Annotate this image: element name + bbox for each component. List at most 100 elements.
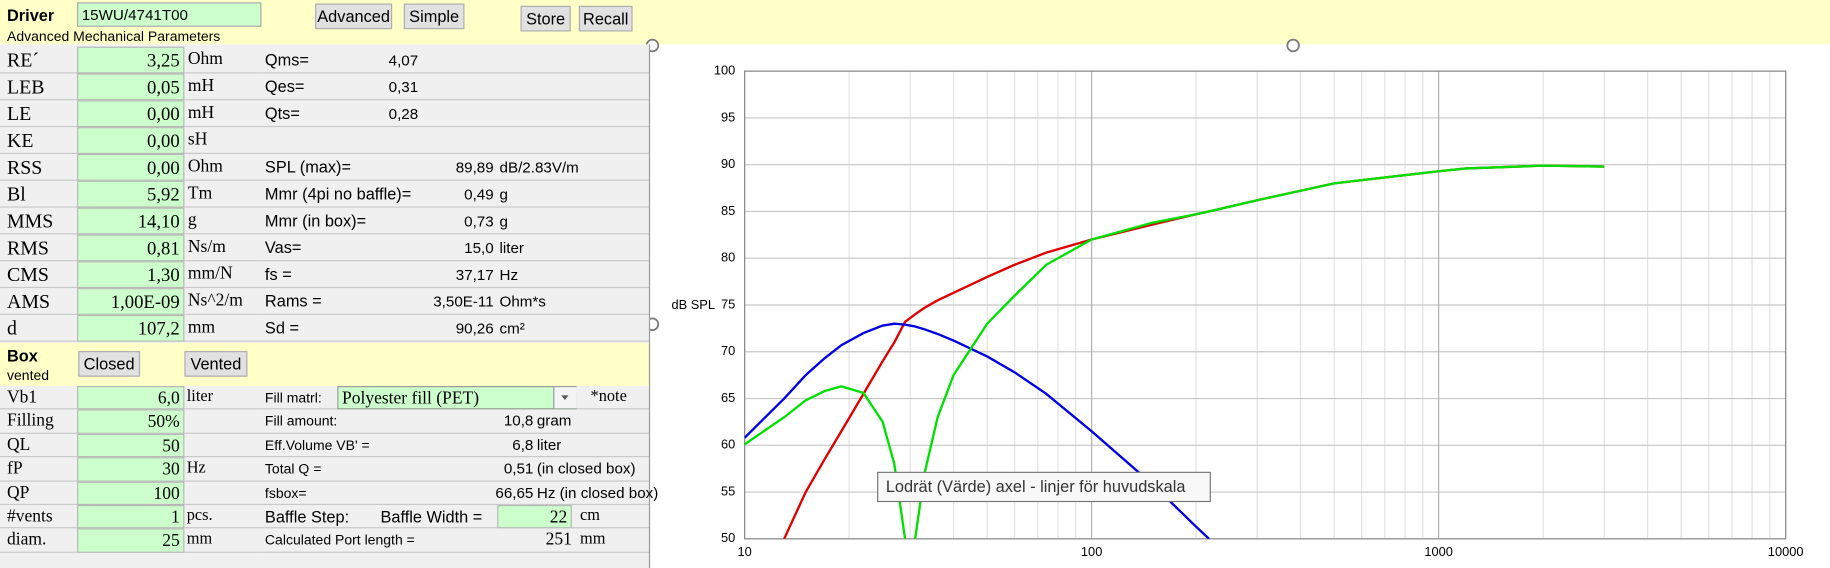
y-axis-label: dB SPL	[671, 297, 715, 312]
param-label: RSS	[0, 154, 78, 181]
param-cell	[261, 261, 649, 289]
param-name: Qms=	[264, 50, 309, 69]
param-result: 0,73	[464, 212, 494, 230]
box-param-name: fsbox=	[264, 484, 307, 502]
dropdown-arrow[interactable]	[553, 387, 577, 409]
param-value: 0,00	[77, 153, 185, 181]
param-result: 0,28	[388, 104, 419, 123]
param-value: 0,00	[77, 127, 185, 154]
y-tick-label: 90	[721, 156, 735, 171]
driver-label: Driver	[7, 5, 55, 25]
box-cell	[184, 481, 262, 505]
button[interactable]: Simple	[403, 3, 465, 30]
box-param-result-unit: Hz (in closed box)	[536, 483, 659, 502]
param-name: Qes=	[264, 76, 305, 96]
param-result: 90,26	[455, 319, 494, 338]
param-label: LEB	[0, 73, 78, 101]
note: *note	[590, 388, 627, 406]
param-cell	[261, 73, 649, 101]
param-name: Vas=	[264, 237, 302, 257]
box-cell	[261, 457, 649, 482]
y-tick-label: 85	[721, 203, 735, 218]
param-cell	[261, 181, 649, 208]
param-unit: mH	[184, 73, 262, 101]
param-result-unit: Ohm*s	[499, 292, 546, 311]
param-value: 0,05	[77, 73, 185, 101]
param-name: Mmr (4pi no baffle)=	[264, 184, 412, 203]
box-param-unit: Hz	[186, 459, 206, 478]
box-cell	[261, 434, 649, 458]
param-result: 3,50E-11	[433, 292, 494, 311]
param-unit: mm/N	[184, 261, 262, 289]
param-label: AMS	[0, 288, 78, 315]
box-param-unit: pcs.	[186, 507, 213, 525]
box-param-result: 6,8	[512, 435, 534, 454]
y-tick-label: 50	[721, 530, 735, 545]
y-tick-label: 100	[714, 63, 735, 78]
box-cell	[261, 529, 649, 553]
param-result-unit: g	[499, 185, 508, 203]
param-unit: Ohm	[184, 154, 262, 181]
param-label: KE	[0, 127, 78, 154]
param-label: d	[0, 315, 78, 342]
box-param-result-unit: cm	[580, 507, 601, 525]
driver-model: 15WU/4741T00	[77, 2, 262, 27]
fill-material-select[interactable]: Polyester fill (PET)	[337, 386, 577, 410]
box-cell	[184, 410, 262, 434]
param-result-unit: cm²	[499, 319, 525, 338]
param-value: 3,25	[77, 46, 185, 74]
param-value: 107,2	[77, 314, 185, 342]
box-param-value: 50	[77, 433, 185, 458]
box-param-result: 0,51	[503, 459, 534, 478]
box-param-value: 30	[77, 457, 185, 482]
box-param-value: 50%	[77, 409, 185, 434]
param-unit: mH	[184, 100, 262, 128]
baffle-width-input: 22	[497, 505, 572, 529]
param-value: 14,10	[77, 207, 185, 235]
arrow-icon	[561, 395, 569, 401]
box-param-name: Baffle Width =	[380, 507, 483, 527]
box-param-unit: liter	[186, 388, 214, 406]
param-label: Bl	[0, 181, 78, 208]
param-unit: Ohm	[184, 47, 262, 74]
y-tick-label: 55	[721, 483, 735, 498]
button[interactable]: Vented	[184, 351, 248, 377]
box-param-result-unit: mm	[580, 531, 606, 549]
param-value: 1,30	[77, 261, 185, 289]
box-param-label: Vb1	[0, 386, 78, 410]
param-label: LE	[0, 100, 78, 128]
param-label: RE´	[0, 47, 78, 74]
param-unit: Ns/m	[184, 234, 262, 262]
param-cell	[261, 234, 649, 262]
box-param-result-unit: (in closed box)	[536, 459, 636, 478]
y-tick-label: 65	[721, 390, 735, 405]
param-name: fs =	[264, 264, 292, 284]
plot-border	[744, 70, 1787, 540]
x-tick-label: 10	[737, 544, 751, 559]
param-value: 0,00	[77, 100, 185, 128]
box-param-value: 6,0	[77, 386, 185, 410]
button[interactable]: Advanced	[315, 3, 393, 30]
box-param-name: Fill matrl:	[264, 389, 322, 406]
param-unit: mm	[184, 315, 262, 342]
box-param-name: Calculated Port length =	[264, 532, 415, 549]
box-param-result: 10,8	[503, 412, 534, 430]
button[interactable]: Recall	[578, 5, 633, 32]
y-tick-label: 75	[721, 296, 735, 311]
y-tick-label: 95	[721, 109, 735, 124]
param-cell	[261, 47, 649, 74]
button[interactable]: Store	[520, 5, 571, 32]
series-line	[744, 164, 1605, 539]
param-cell	[261, 100, 649, 128]
param-name: Qts=	[264, 103, 300, 123]
param-unit: g	[184, 208, 262, 235]
param-cell	[261, 288, 649, 315]
param-unit: Ns^2/m	[184, 288, 262, 315]
box-param-label: QL	[0, 434, 78, 458]
box-param-label: QP	[0, 481, 78, 505]
button[interactable]: Closed	[78, 351, 141, 377]
y-tick-label: 60	[721, 437, 735, 452]
